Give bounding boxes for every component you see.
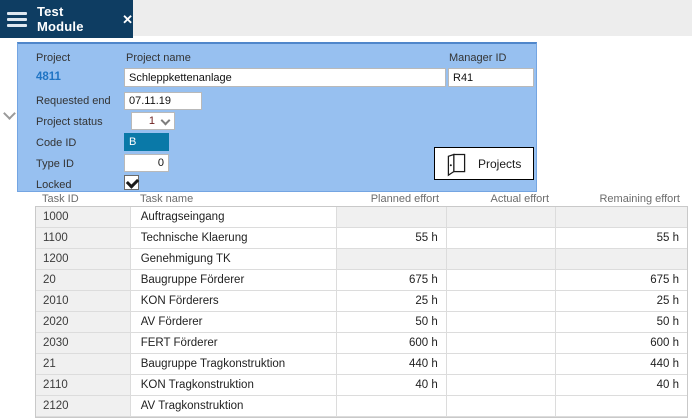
table-row[interactable]: 20 Baugruppe Förderer 675 h 675 h [36,270,687,291]
project-status-label: Project status [36,116,103,128]
cell-remaining-effort[interactable] [556,249,688,269]
cell-actual-effort[interactable] [446,207,557,227]
cell-task-id[interactable]: 2010 [36,291,131,311]
cell-task-id[interactable]: 20 [36,270,131,290]
manager-id-label: Manager ID [449,52,507,64]
table-row[interactable]: 21 Baugruppe Tragkonstruktion 440 h 440 h [36,354,687,375]
close-icon[interactable]: ✕ [122,11,133,27]
cell-actual-effort[interactable] [447,270,557,290]
project-label: Project [36,52,71,64]
table-row[interactable]: 2030 FERT Förderer 600 h 600 h [36,333,687,354]
cell-task-name[interactable]: AV Förderer [131,312,338,332]
cell-task-name[interactable]: KON Förderers [131,291,338,311]
column-header-task-id[interactable]: Task ID [42,192,79,205]
cell-planned-effort[interactable]: 600 h [337,333,447,353]
task-table-body: 1000 Auftragseingang 1100 Technische Klaeru… [35,206,688,418]
code-id-label: Code ID [36,137,77,149]
open-door-icon [447,153,466,177]
cell-remaining-effort[interactable]: 50 h [656,316,680,328]
dropdown-arrow-icon [162,117,170,125]
cell-task-name[interactable]: Baugruppe Tragkonstruktion [131,354,338,374]
column-header-task-name[interactable]: Task name [140,192,194,205]
tab-test-module[interactable]: Test Module ✕ [0,0,133,38]
projects-button[interactable]: Projects [434,147,534,180]
cell-task-name[interactable]: Auftragseingang [131,207,338,227]
cell-planned-effort[interactable]: 675 h [337,270,447,290]
code-id-input[interactable]: B [124,133,169,151]
cell-task-name[interactable]: KON Tragkonstruktion [131,375,338,395]
cell-remaining-effort[interactable]: 25 h [656,295,680,307]
table-row[interactable]: 2020 AV Förderer 50 h 50 h [36,312,687,333]
cell-actual-effort[interactable] [447,291,557,311]
cell-actual-effort[interactable] [446,249,557,269]
manager-id-input[interactable]: R41 [448,68,534,87]
cell-task-id[interactable]: 2110 [36,375,131,395]
cell-actual-effort[interactable] [447,354,557,374]
cell-actual-effort[interactable] [447,312,557,332]
cell-task-name[interactable]: Genehmigung TK [131,249,338,269]
type-id-input[interactable]: 0 [124,154,169,172]
cell-actual-effort[interactable] [447,228,557,248]
column-header-planned-effort[interactable]: Planned effort [370,192,439,205]
column-header-remaining-effort[interactable]: Remaining effort [599,192,680,205]
cell-planned-effort[interactable]: 55 h [337,228,447,248]
cell-planned-effort[interactable] [337,396,447,416]
cell-task-id[interactable]: 1100 [36,228,131,248]
cell-task-name[interactable]: Technische Klaerung [131,228,338,248]
cell-task-name[interactable]: AV Tragkonstruktion [131,396,338,416]
chevron-down-icon[interactable] [4,109,14,119]
cell-remaining-effort[interactable]: 55 h [656,232,680,244]
hamburger-menu-icon[interactable] [7,11,27,27]
cell-task-id[interactable]: 2020 [36,312,131,332]
tab-bar: Test Module ✕ [0,0,692,38]
locked-checkbox[interactable] [124,175,139,190]
table-row[interactable]: 1000 Auftragseingang [36,207,688,228]
cell-task-id[interactable]: 1000 [36,207,131,227]
cell-task-id[interactable]: 2120 [36,396,131,416]
cell-task-id[interactable]: 1200 [36,249,131,269]
projects-button-label: Projects [478,156,522,171]
type-id-label: Type ID [36,158,74,170]
cell-task-id[interactable]: 21 [36,354,131,374]
requested-end-label: Requested end [36,95,111,107]
cell-remaining-effort[interactable]: 600 h [650,337,680,349]
cell-remaining-effort[interactable] [556,207,688,227]
table-row[interactable]: 1100 Technische Klaerung 55 h 55 h [36,228,687,249]
project-name-input[interactable]: Schleppkettenanlage [124,68,446,87]
table-row[interactable]: 1200 Genehmigung TK [36,249,688,270]
task-table-header: Task ID Task name Planned effort Actual … [35,191,688,206]
project-name-label: Project name [126,52,191,64]
project-form-panel: Project Project name Manager ID 4811 Sch… [17,42,537,192]
cell-remaining-effort[interactable]: 40 h [656,379,680,391]
cell-task-name[interactable]: Baugruppe Förderer [131,270,338,290]
cell-task-id[interactable]: 2030 [36,333,131,353]
table-row[interactable]: 2010 KON Förderers 25 h 25 h [36,291,687,312]
cell-actual-effort[interactable] [447,375,557,395]
column-header-actual-effort[interactable]: Actual effort [490,192,550,205]
cell-planned-effort[interactable]: 40 h [337,375,447,395]
project-status-value: 1 [148,115,155,127]
cell-task-name[interactable]: FERT Förderer [131,333,338,353]
requested-end-input[interactable]: 07.11.19 [124,92,202,110]
cell-planned-effort[interactable] [337,207,447,227]
cell-remaining-effort[interactable]: 675 h [650,274,680,286]
tab-title: Test Module [36,4,84,34]
cell-planned-effort[interactable]: 25 h [337,291,447,311]
table-row[interactable]: 2120 AV Tragkonstruktion [36,396,687,417]
project-number-link[interactable]: 4811 [36,71,61,83]
cell-remaining-effort[interactable] [556,396,687,416]
project-status-select[interactable]: 1 [131,112,175,130]
cell-planned-effort[interactable] [337,249,447,269]
table-row[interactable]: 2110 KON Tragkonstruktion 40 h 40 h [36,375,687,396]
cell-actual-effort[interactable] [447,333,557,353]
cell-actual-effort[interactable] [447,396,557,416]
locked-label: Locked [36,179,72,191]
cell-remaining-effort[interactable]: 440 h [650,358,680,370]
cell-planned-effort[interactable]: 440 h [337,354,447,374]
cell-planned-effort[interactable]: 50 h [337,312,447,332]
